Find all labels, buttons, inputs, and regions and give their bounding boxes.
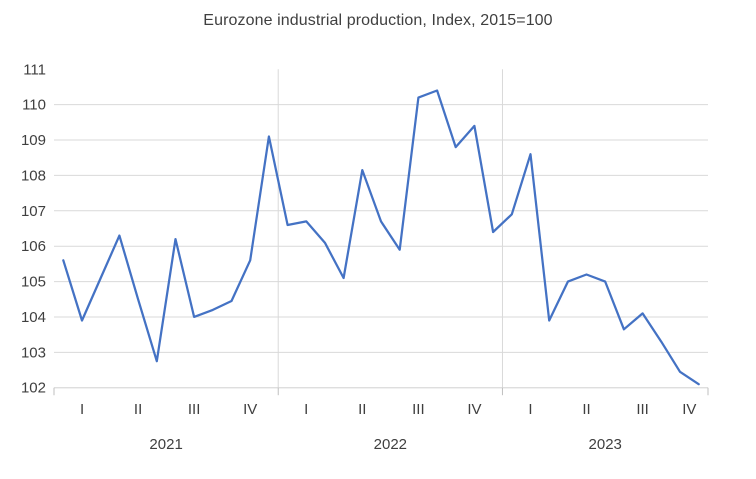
y-tick-label: 106 [21,238,46,255]
x-quarter-label: III [636,401,649,418]
x-year-label: 2021 [149,436,182,453]
x-year-label: 2023 [589,436,622,453]
x-quarter-label: IV [467,401,481,418]
y-tick-label: 103 [21,344,46,361]
x-quarter-label: I [304,401,308,418]
y-tick-label: 107 [21,203,46,220]
x-year-label: 2022 [374,436,407,453]
y-tick-label: 111 [23,61,46,78]
x-quarter-label: II [134,401,142,418]
x-quarter-label: IV [682,401,696,418]
x-quarter-label: III [188,401,201,418]
x-quarter-label: II [358,401,366,418]
chart-title: Eurozone industrial production, Index, 2… [203,12,553,29]
y-tick-label: 105 [21,274,46,291]
x-quarter-label: IV [243,401,257,418]
y-tick-label: 104 [21,309,46,326]
y-tick-label: 110 [22,97,46,114]
x-quarter-label: I [80,401,84,418]
y-tick-label: 102 [21,380,46,397]
x-quarter-label: III [412,401,425,418]
series-line [62,89,700,386]
x-quarter-label: I [528,401,532,418]
x-quarter-label: II [582,401,590,418]
y-tick-label: 108 [21,167,46,184]
y-tick-label: 109 [21,132,46,149]
